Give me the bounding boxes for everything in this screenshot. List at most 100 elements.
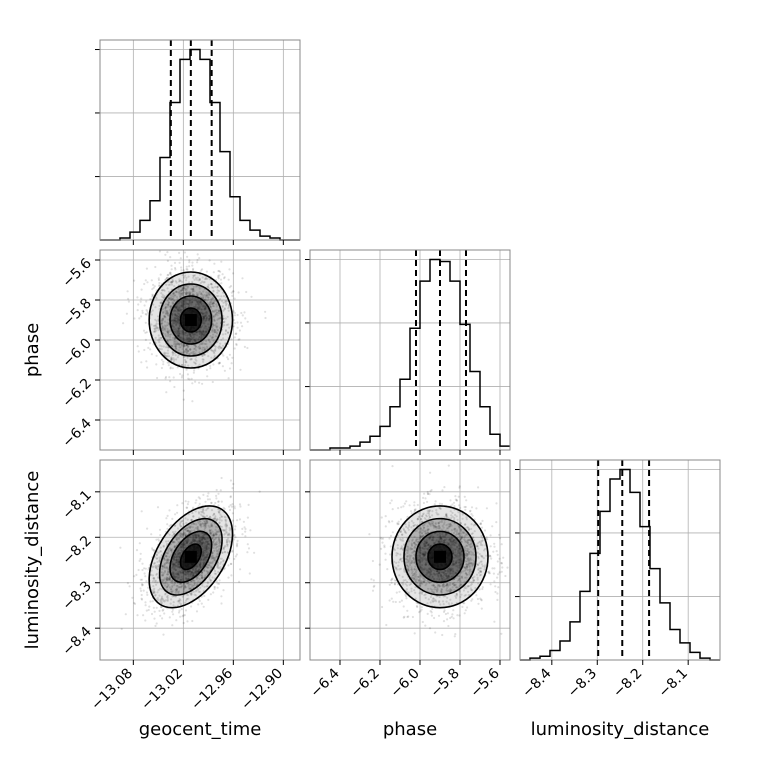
sample-point xyxy=(186,578,189,581)
sample-point xyxy=(422,528,425,532)
sample-point xyxy=(446,570,449,573)
sample-point xyxy=(155,606,158,609)
sample-point xyxy=(192,584,195,587)
sample-point xyxy=(162,578,166,582)
sample-point xyxy=(241,277,244,280)
sample-point xyxy=(181,374,184,377)
sample-point xyxy=(178,336,181,339)
sample-point xyxy=(191,540,194,543)
sample-point xyxy=(206,540,209,544)
sample-point xyxy=(455,556,458,559)
sample-point xyxy=(442,576,445,579)
sample-point xyxy=(155,572,158,575)
sample-point xyxy=(164,316,167,319)
sample-point xyxy=(449,545,452,548)
sample-point xyxy=(143,567,146,570)
sample-point xyxy=(169,590,173,593)
sample-point xyxy=(171,336,174,339)
sample-point xyxy=(166,548,170,551)
sample-point xyxy=(460,530,463,533)
sample-point xyxy=(177,326,180,329)
sample-point xyxy=(214,531,217,534)
sample-point xyxy=(216,332,219,335)
sample-point xyxy=(176,298,179,301)
sample-point xyxy=(188,332,192,335)
sample-point xyxy=(416,540,419,544)
sample-point xyxy=(163,289,166,292)
sample-point xyxy=(174,331,177,334)
sample-point xyxy=(172,557,175,560)
sample-point xyxy=(197,331,200,334)
sample-point xyxy=(182,351,185,355)
sample-point xyxy=(432,584,435,587)
sample-point xyxy=(397,522,400,526)
sample-point xyxy=(458,558,461,561)
sample-point xyxy=(452,570,455,573)
sample-point xyxy=(404,531,407,534)
sample-point xyxy=(421,553,424,556)
sample-point xyxy=(208,340,212,343)
sample-point xyxy=(167,571,170,574)
sample-point xyxy=(213,352,216,355)
sample-point xyxy=(395,591,398,594)
sample-point xyxy=(227,309,230,312)
sample-point xyxy=(477,571,481,574)
sample-point xyxy=(162,310,165,313)
sample-point xyxy=(232,290,235,293)
sample-point xyxy=(199,558,203,561)
sample-point xyxy=(176,317,179,320)
sample-point xyxy=(199,561,202,565)
sample-point xyxy=(207,564,210,567)
sample-point xyxy=(179,551,183,555)
sample-point xyxy=(212,302,215,305)
sample-point xyxy=(421,513,425,516)
sample-point xyxy=(194,594,197,597)
sample-point xyxy=(158,539,161,542)
sample-point xyxy=(203,348,206,351)
sample-point xyxy=(212,351,215,354)
sample-point xyxy=(216,550,219,553)
sample-point xyxy=(457,575,460,578)
sample-point xyxy=(443,573,446,577)
sample-point xyxy=(172,352,175,355)
sample-point xyxy=(468,528,471,531)
sample-point xyxy=(477,547,480,550)
sample-point xyxy=(188,304,191,307)
sample-point xyxy=(192,350,195,353)
sample-point xyxy=(209,593,212,596)
sample-point xyxy=(198,561,202,565)
sample-point xyxy=(184,570,187,573)
sample-point xyxy=(182,287,186,290)
sample-point xyxy=(413,549,416,553)
sample-point xyxy=(187,572,190,575)
sample-point xyxy=(456,551,460,554)
sample-point xyxy=(381,537,385,540)
sample-point xyxy=(452,531,456,535)
sample-point xyxy=(424,584,427,587)
sample-point xyxy=(432,591,436,595)
sample-point xyxy=(203,305,206,308)
sample-point xyxy=(161,567,164,571)
sample-point xyxy=(201,537,204,540)
sample-point xyxy=(185,573,188,576)
sample-point xyxy=(212,333,215,336)
sample-point xyxy=(192,579,195,582)
sample-point xyxy=(463,612,466,615)
sample-point xyxy=(141,562,144,565)
sample-point xyxy=(206,564,209,567)
sample-point xyxy=(203,307,206,310)
sample-point xyxy=(443,541,446,544)
sample-point xyxy=(224,342,227,345)
sample-point xyxy=(209,532,212,535)
sample-point xyxy=(167,303,170,306)
sample-point xyxy=(192,515,195,518)
sample-point xyxy=(220,515,224,518)
sample-point xyxy=(179,308,182,311)
sample-point xyxy=(209,531,212,534)
sample-point xyxy=(478,588,481,591)
sample-point xyxy=(422,534,425,538)
sample-point xyxy=(181,364,184,367)
sample-point xyxy=(390,578,393,581)
sample-point xyxy=(193,539,196,542)
sample-point xyxy=(176,342,179,345)
